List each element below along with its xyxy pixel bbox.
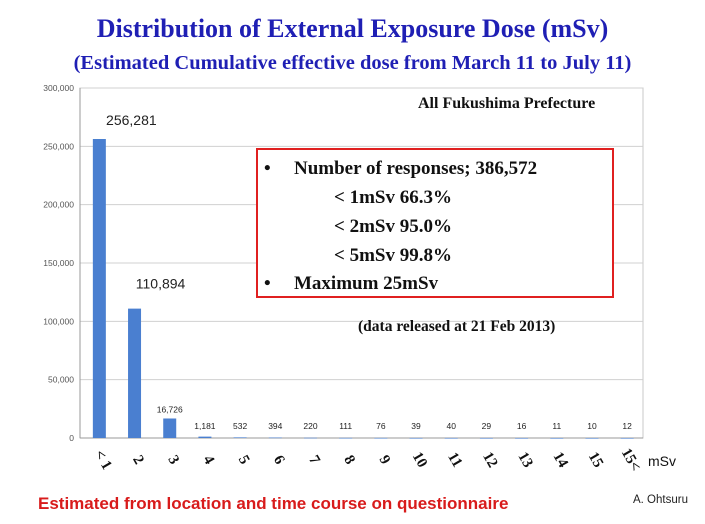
value-label: 1,181 [194, 421, 216, 431]
y-tick-label: 0 [69, 433, 74, 443]
dose-line-3: < 5mSv 99.8% [334, 245, 452, 266]
x-tick-label: 2 [129, 453, 147, 467]
value-label: 220 [303, 421, 317, 431]
x-tick-label: 5 [235, 453, 253, 467]
bar-16 [620, 437, 634, 439]
value-label: 10 [587, 421, 597, 431]
y-tick-label: 100,000 [43, 316, 74, 326]
release-note: (data released at 21 Feb 2013) [358, 318, 556, 335]
value-label: 76 [376, 421, 386, 431]
x-tick-label: 9 [376, 453, 394, 467]
chart-title: Distribution of External Exposure Dose (… [96, 14, 609, 43]
x-tick-label: < 1 [91, 447, 115, 472]
value-label: 532 [233, 421, 247, 431]
value-label: 16,726 [157, 404, 183, 414]
x-tick-label: 15< [618, 446, 644, 474]
dose-line-1: < 1mSv 66.3% [334, 187, 452, 208]
bar-6 [268, 437, 282, 439]
y-tick-label: 50,000 [48, 375, 74, 385]
bar-1 [92, 139, 106, 438]
x-tick-label: 3 [164, 453, 182, 467]
region-label: All Fukushima Prefecture [418, 95, 596, 112]
bullet-icon: • [264, 158, 271, 179]
value-label: 394 [268, 421, 282, 431]
bar-4 [198, 436, 212, 438]
y-tick-label: 150,000 [43, 258, 74, 268]
x-tick-label: 14 [550, 450, 572, 471]
bar-11 [444, 437, 458, 439]
bar-2 [128, 308, 142, 438]
author-credit: A. Ohtsuru [633, 494, 688, 506]
footnote: Estimated from location and time course … [38, 494, 509, 513]
y-tick-label: 200,000 [43, 200, 74, 210]
chart-subtitle: (Estimated Cumulative effective dose fro… [73, 52, 632, 74]
bar-15 [585, 437, 599, 439]
bar-7 [303, 437, 317, 439]
value-label: 256,281 [106, 112, 157, 128]
value-label: 39 [411, 421, 421, 431]
value-label: 110,894 [136, 276, 186, 292]
y-tick-label: 250,000 [43, 141, 74, 151]
value-label: 29 [482, 421, 492, 431]
x-tick-label: 15 [585, 450, 606, 471]
x-tick-label: 6 [270, 453, 288, 468]
x-tick-label: 11 [444, 450, 465, 470]
summary-box: • Number of responses; 386,572 < 1mSv 66.… [256, 148, 614, 298]
responses-text: Number of responses; 386,572 [294, 158, 538, 179]
bar-10 [409, 437, 423, 439]
x-tick-label: 7 [305, 453, 323, 468]
dose-line-2: < 2mSv 95.0% [334, 216, 452, 237]
bar-3 [163, 418, 177, 438]
x-tick-label: 13 [514, 450, 535, 471]
bullet-icon: • [264, 273, 271, 294]
bar-5 [233, 437, 247, 438]
value-label: 111 [339, 421, 352, 431]
x-tick-label: 10 [409, 450, 430, 471]
x-axis-unit: mSv [648, 453, 676, 469]
value-label: 12 [622, 421, 632, 431]
value-label: 16 [517, 421, 527, 431]
bar-12 [479, 437, 493, 439]
bar-13 [515, 437, 529, 439]
value-label: 11 [552, 421, 561, 431]
maximum-line: • Maximum 25mSv [264, 273, 438, 295]
x-tick-label: 4 [200, 453, 218, 468]
responses-line: • Number of responses; 386,572 [264, 158, 537, 180]
x-tick-label: 8 [340, 453, 358, 467]
maximum-text: Maximum 25mSv [294, 273, 439, 294]
x-tick-label: 12 [479, 450, 500, 471]
y-tick-label: 300,000 [43, 83, 74, 93]
bar-8 [339, 437, 353, 439]
bar-14 [550, 437, 564, 439]
value-label: 40 [446, 421, 456, 431]
bar-9 [374, 437, 388, 439]
